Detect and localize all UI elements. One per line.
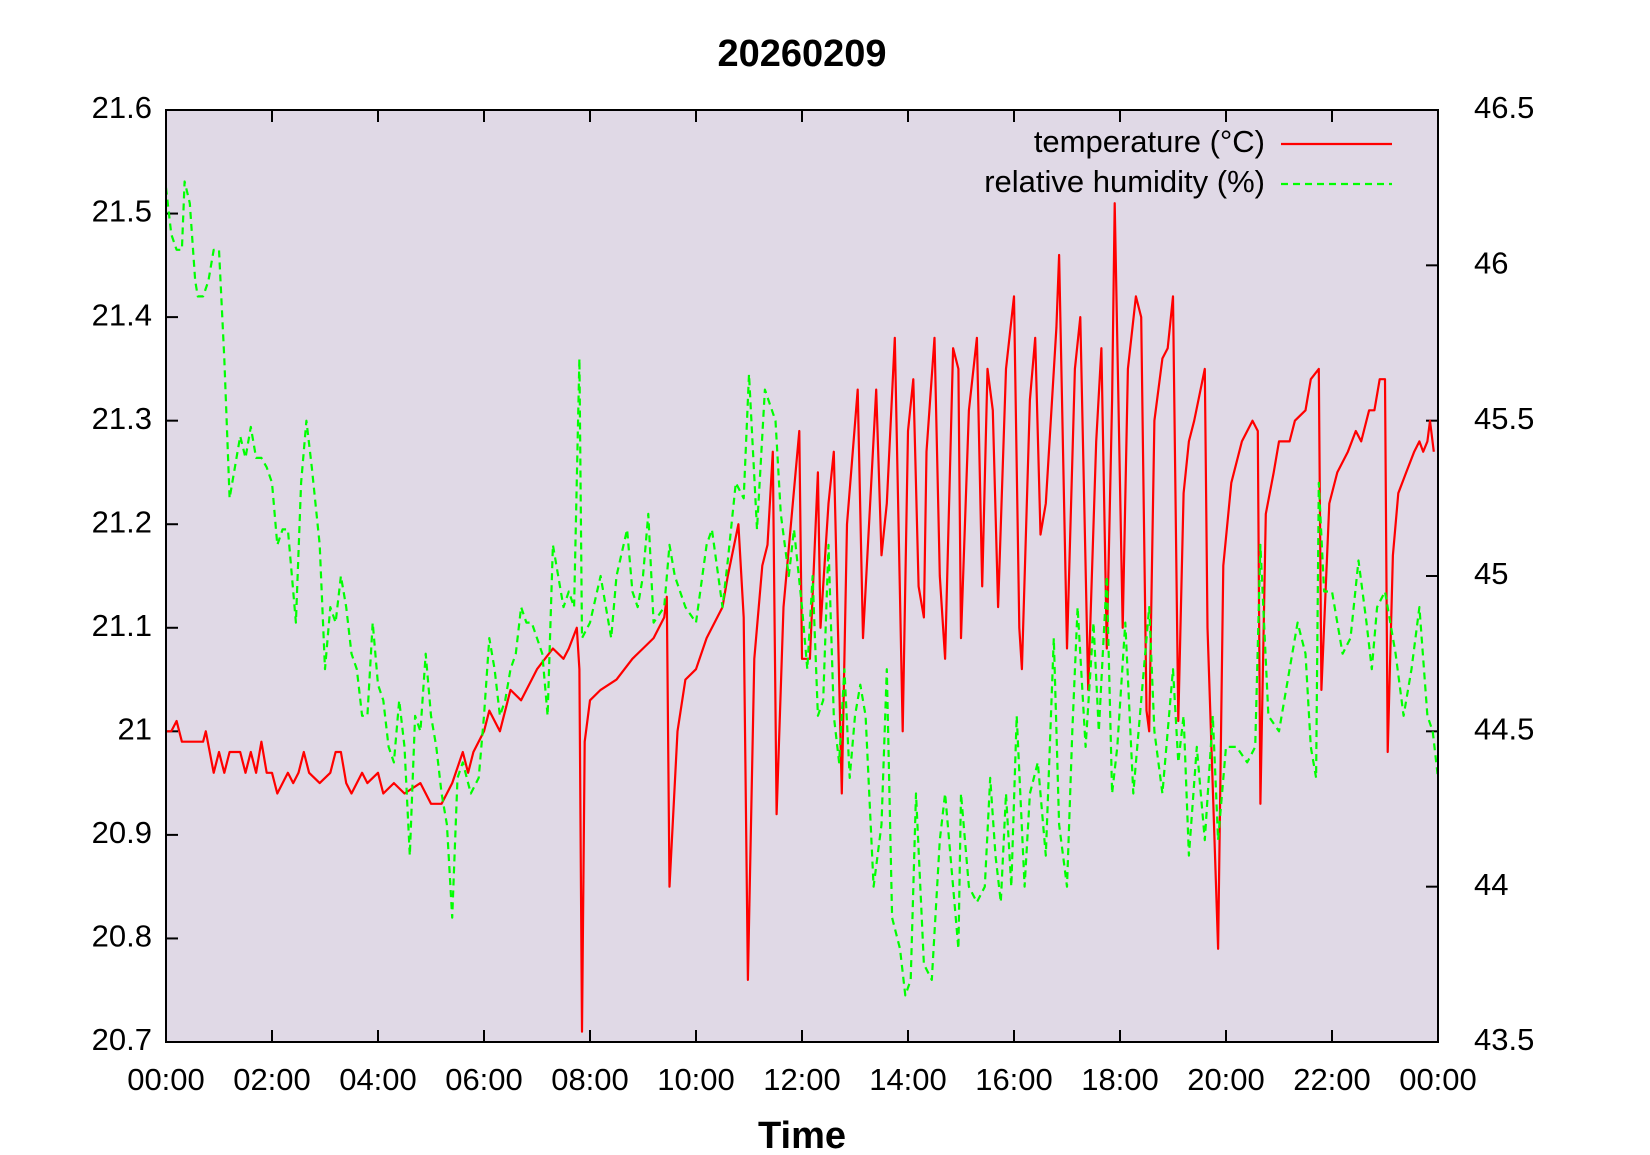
y-tick-label: 21 [118, 712, 152, 747]
y-tick-label: 21.3 [92, 401, 152, 436]
y-tick-label: 21.6 [92, 90, 152, 125]
data-line [166, 202, 1435, 1033]
y2-tick-label: 44 [1474, 867, 1508, 902]
y-tick-label: 21.4 [92, 297, 152, 332]
x-tick-label: 18:00 [1081, 1062, 1159, 1097]
x-axis-label: Time [758, 1115, 846, 1155]
y2-tick-label: 43.5 [1474, 1022, 1534, 1057]
x-tick-label: 10:00 [657, 1062, 735, 1097]
y-tick-label: 21.5 [92, 194, 152, 229]
legend-label: relative humidity (%) [984, 164, 1265, 199]
legend-label: temperature (°C) [1034, 124, 1265, 159]
x-tick-label: 22:00 [1293, 1062, 1371, 1097]
x-tick-label: 20:00 [1187, 1062, 1265, 1097]
y-tick-label: 20.7 [92, 1022, 152, 1057]
y-tick-label: 20.8 [92, 919, 152, 954]
y2-tick-label: 45.5 [1474, 401, 1534, 436]
y2-tick-label: 45 [1474, 556, 1508, 591]
x-tick-label: 08:00 [551, 1062, 629, 1097]
chart-title: 20260209 [717, 33, 886, 75]
x-tick-label: 00:00 [127, 1062, 205, 1097]
y-tick-label: 20.9 [92, 815, 152, 850]
x-tick-label: 00:00 [1399, 1062, 1477, 1097]
x-tick-label: 02:00 [233, 1062, 311, 1097]
plot-frame [165, 109, 1439, 1043]
data-line [164, 180, 1440, 997]
x-tick-label: 16:00 [975, 1062, 1053, 1097]
x-tick-label: 14:00 [869, 1062, 947, 1097]
y-tick-label: 21.1 [92, 608, 152, 643]
y2-tick-label: 46.5 [1474, 90, 1534, 125]
x-tick-label: 06:00 [445, 1062, 523, 1097]
y2-tick-label: 46 [1474, 246, 1508, 281]
x-tick-label: 12:00 [763, 1062, 841, 1097]
y-tick-label: 21.2 [92, 504, 152, 539]
x-tick-label: 04:00 [339, 1062, 417, 1097]
y2-tick-label: 44.5 [1474, 712, 1534, 747]
